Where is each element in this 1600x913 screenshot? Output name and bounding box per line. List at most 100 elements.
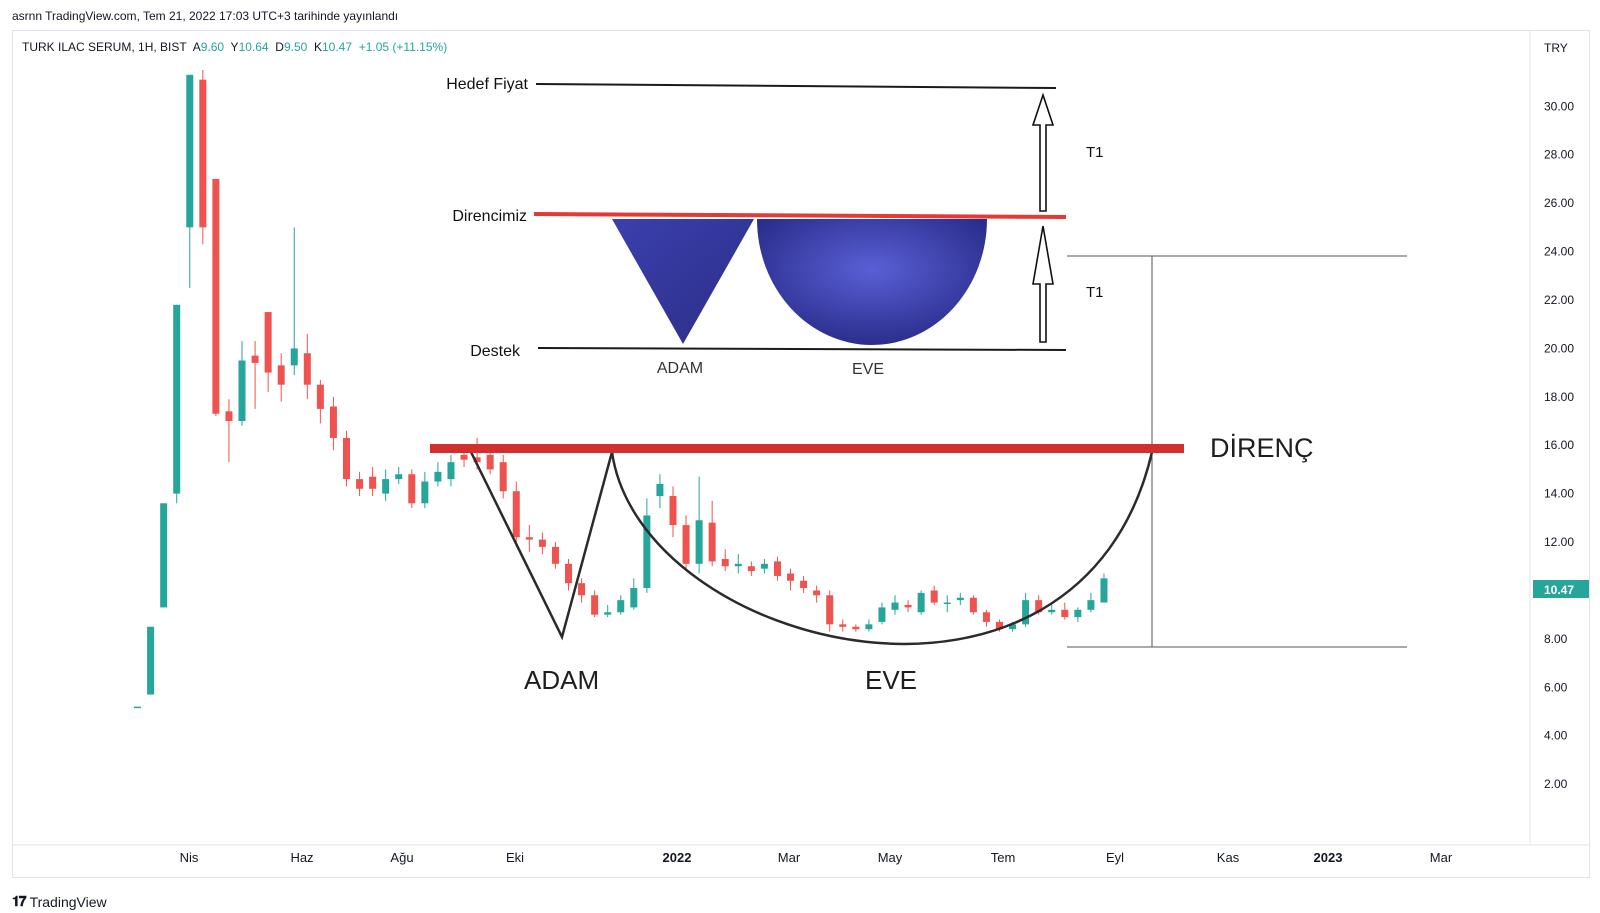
- candle-body: [382, 479, 390, 494]
- candle-body: [656, 483, 664, 497]
- candles-group: [134, 70, 1108, 709]
- candle: [930, 585, 938, 605]
- price-tick-label: 4.00: [1544, 729, 1568, 743]
- inset-adam-label: ADAM: [657, 360, 703, 377]
- candle: [421, 471, 429, 509]
- candle: [773, 556, 781, 581]
- candle: [1100, 573, 1108, 603]
- candle-body: [721, 558, 729, 567]
- candle-body: [342, 437, 350, 480]
- candle: [969, 595, 977, 615]
- candle: [669, 486, 677, 538]
- candle-body: [473, 457, 481, 463]
- candle-body: [734, 563, 742, 567]
- candle-body: [303, 353, 311, 385]
- candle-body: [852, 626, 860, 630]
- open-value: 9.60: [200, 40, 225, 54]
- tradingview-brand[interactable]: 𝟏𝟕 TradingView: [12, 893, 107, 910]
- candle: [682, 515, 690, 572]
- candle-body: [578, 583, 586, 596]
- candle: [551, 542, 559, 569]
- candle-body: [329, 406, 337, 438]
- time-axis[interactable]: Nis Haz Ağu Eki 2022 Mar May Tem Eyl Kas 2023 Mar: [180, 850, 1453, 865]
- candle: [486, 450, 494, 475]
- candle-body: [591, 595, 599, 615]
- candle: [499, 454, 507, 499]
- candle-body: [826, 595, 834, 625]
- candle: [813, 585, 821, 603]
- candle-body: [969, 597, 977, 613]
- candle: [329, 396, 337, 451]
- low-value: 9.50: [283, 40, 308, 54]
- price-tick-label: 2.00: [1544, 777, 1568, 791]
- time-tick-label: Tem: [991, 850, 1016, 865]
- resistance-label: DİRENÇ: [1210, 432, 1314, 463]
- candle: [212, 178, 220, 417]
- published-info: asrnn TradingView.com, Tem 21, 2022 17:0…: [12, 9, 399, 23]
- candle-body: [134, 706, 142, 709]
- candle-body: [956, 597, 964, 601]
- high-label: Y: [230, 40, 239, 54]
- candle-body: [225, 411, 233, 422]
- candle-body: [982, 612, 990, 622]
- candle-body: [1009, 624, 1017, 630]
- candle-body: [421, 481, 429, 504]
- candle-body: [643, 515, 651, 589]
- candle: [1087, 592, 1095, 613]
- candle: [708, 500, 716, 567]
- candle: [956, 592, 964, 605]
- candle-body: [512, 491, 520, 538]
- candle: [695, 476, 703, 574]
- resistance-line[interactable]: [430, 444, 1184, 453]
- candle-body: [891, 602, 899, 610]
- candle: [760, 558, 768, 574]
- candle: [238, 341, 246, 426]
- candle: [173, 304, 181, 504]
- price-axis[interactable]: 30.00 28.00 26.00 24.00 22.00 20.00 18.00 16.00…: [1544, 99, 1574, 791]
- candle-body: [173, 304, 181, 494]
- candle-body: [787, 573, 795, 581]
- time-tick-label: Mar: [1430, 850, 1453, 865]
- candle-body: [917, 592, 925, 613]
- adam-label: ADAM: [524, 665, 599, 695]
- inset-t1-upper-label: T1: [1086, 144, 1104, 161]
- candle-body: [551, 546, 559, 564]
- candle: [865, 619, 873, 632]
- last-price-value: 10.47: [1544, 583, 1574, 597]
- change-value: +1.05 (+11.15%): [358, 40, 448, 54]
- candle-body: [904, 604, 912, 608]
- symbol-info[interactable]: TURK ILAC SERUM, 1H, BIST: [22, 40, 187, 54]
- candle-body: [813, 590, 821, 596]
- candle: [147, 626, 155, 695]
- tradingview-logo-icon: 𝟏𝟕: [12, 893, 27, 909]
- candle: [160, 503, 168, 608]
- candle: [199, 70, 207, 245]
- time-tick-label: Eyl: [1106, 850, 1124, 865]
- candle: [904, 600, 912, 613]
- candle: [512, 481, 520, 547]
- time-tick-label: May: [878, 850, 903, 865]
- open-label: A: [192, 40, 201, 54]
- price-tick-label: 8.00: [1544, 632, 1568, 646]
- candle-body: [160, 503, 168, 608]
- candle: [434, 462, 442, 487]
- candle-body: [773, 561, 781, 576]
- candle-body: [1100, 578, 1108, 603]
- candle-body: [839, 624, 847, 627]
- adam-v-shape: [468, 449, 614, 641]
- candle-body: [617, 600, 625, 613]
- price-tick-label: 24.00: [1544, 245, 1574, 259]
- candle-body: [186, 74, 194, 228]
- inset-eve-bowl: [757, 219, 987, 345]
- time-tick-label: Haz: [290, 850, 313, 865]
- candle-body: [486, 454, 494, 470]
- candle-body: [708, 522, 716, 562]
- candle: [630, 578, 638, 610]
- price-tick-label: 14.00: [1544, 487, 1574, 501]
- candle: [382, 469, 390, 501]
- candle-body: [1061, 609, 1069, 618]
- inset-target-line: [535, 83, 1057, 89]
- brand-label: TradingView: [29, 893, 107, 910]
- candle: [852, 624, 860, 632]
